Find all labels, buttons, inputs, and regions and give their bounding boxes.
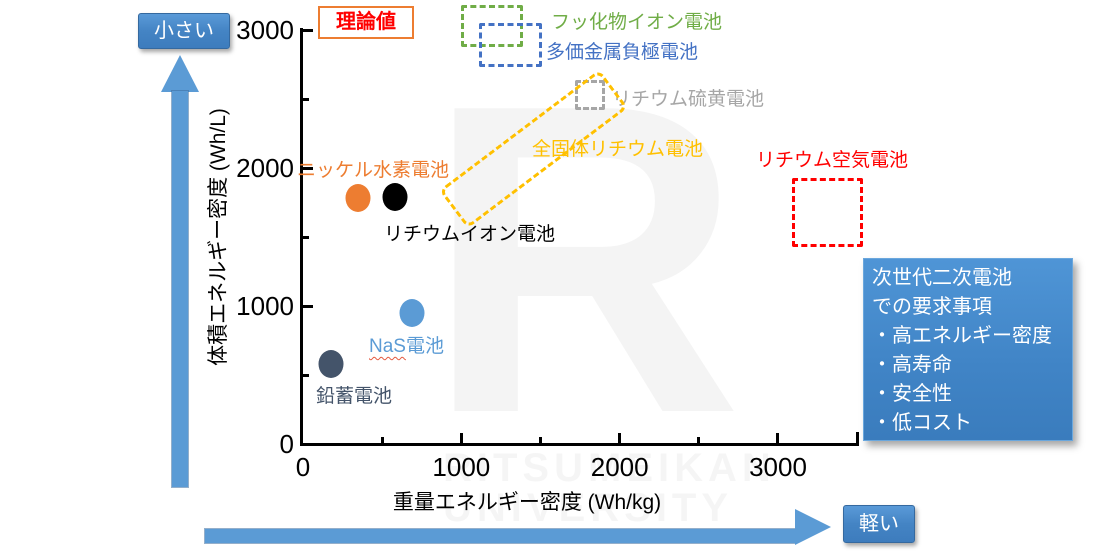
x-direction-label-light: 軽い xyxy=(843,505,915,543)
y-axis-title: 体積エネルギー密度 (Wh/L) xyxy=(207,108,230,366)
right-arrow-icon xyxy=(795,509,831,545)
label-fluoride: フッ化物イオン電池 xyxy=(551,12,723,33)
requirements-panel: 次世代二次電池 での要求事項 ・高エネルギー密度 ・高寿命 ・安全性 ・低コスト xyxy=(863,258,1073,441)
requirements-line: ・安全性 xyxy=(872,383,952,405)
requirements-line: ・低コスト xyxy=(872,412,972,434)
label-li-sulfur: リチウム硫黄電池 xyxy=(612,89,765,110)
requirements-line: ・高エネルギー密度 xyxy=(872,325,1052,347)
y-axis-line xyxy=(300,28,303,446)
watermark-letter: R xyxy=(425,40,743,480)
requirements-line: ・高寿命 xyxy=(872,354,952,376)
y-tick-label-1000: 1000 xyxy=(236,291,294,321)
label-li-ion: リチウムイオン電池 xyxy=(384,224,556,245)
requirements-line: での要求事項 xyxy=(872,296,992,318)
x-tick-label-0: 0 xyxy=(295,452,311,482)
data-point-nas xyxy=(399,298,425,327)
up-arrow-shaft xyxy=(171,90,189,488)
x-tick-label-3000: 3000 xyxy=(749,452,807,482)
y-tick-label-0: 0 xyxy=(279,429,294,459)
y-tick-label-2000: 2000 xyxy=(236,153,294,183)
watermark-text-line2: UNIVERSITY xyxy=(443,486,733,531)
theory-value-annotation: 理論値 xyxy=(318,6,414,39)
tick-x-2000 xyxy=(618,433,622,443)
tick-y-1000 xyxy=(303,304,313,308)
label-nas-misspelled-part: NaS xyxy=(369,336,406,357)
up-arrow-icon xyxy=(161,55,199,92)
label-nimh: ニッケル水素電池 xyxy=(297,160,450,181)
tick-y-minor-500 xyxy=(303,373,309,377)
tick-y-2000 xyxy=(303,166,313,170)
region-li-sulfur xyxy=(575,79,606,111)
data-point-nimh xyxy=(345,184,371,213)
tick-x-3000 xyxy=(776,433,780,443)
x-axis-title: 重量エネルギー密度 (Wh/kg) xyxy=(392,491,662,514)
data-point-li-ion xyxy=(382,182,408,211)
tick-x-minor-500 xyxy=(380,437,384,443)
tick-y-minor-1500 xyxy=(303,235,309,239)
tick-x-minor-2500 xyxy=(697,437,701,443)
label-multivalent: 多価金属負極電池 xyxy=(546,42,699,63)
tick-x-1000 xyxy=(459,433,463,443)
region-li-air xyxy=(792,177,864,247)
y-direction-label-small: 小さい xyxy=(138,13,230,49)
label-nas: NaS電池 xyxy=(369,336,444,357)
label-li-air: リチウム空気電池 xyxy=(756,150,909,171)
x-tick-label-1000: 1000 xyxy=(432,452,491,482)
label-solid-state: 全固体リチウム電池 xyxy=(532,139,704,160)
watermark-text-line1: RITSUMEIKAN xyxy=(443,446,776,491)
tick-x-end xyxy=(855,432,859,443)
region-multivalent xyxy=(478,23,543,68)
x-axis-line xyxy=(300,443,859,446)
y-tick-label-3000: 3000 xyxy=(236,15,294,45)
data-point-lead-acid xyxy=(318,349,344,378)
tick-y-3000 xyxy=(303,28,313,32)
requirements-line: 次世代二次電池 xyxy=(872,267,1012,289)
x-tick-label-2000: 2000 xyxy=(590,452,649,482)
tick-x-minor-1500 xyxy=(538,437,542,443)
tick-y-minor-2500 xyxy=(303,97,309,101)
right-arrow-shaft xyxy=(204,528,796,544)
label-lead-acid: 鉛蓄電池 xyxy=(316,386,393,407)
